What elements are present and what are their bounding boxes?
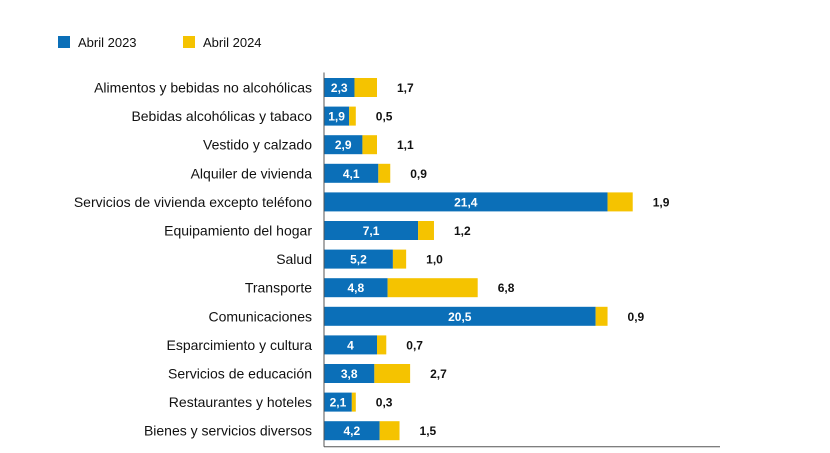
- category-label: Equipamiento del hogar: [164, 223, 312, 239]
- category-label: Esparcimiento y cultura: [166, 337, 312, 353]
- data-label-abril-2024: 1,1: [397, 138, 414, 152]
- data-label-abril-2024: 2,7: [430, 367, 447, 381]
- bar-segment-abril-2024: [392, 249, 407, 269]
- bar-segment-abril-2024: [349, 106, 356, 126]
- bar-segment-abril-2023: [324, 106, 350, 126]
- bar-segment-abril-2023: [324, 392, 352, 412]
- bar-segment-abril-2024: [379, 421, 400, 441]
- bar-segment-abril-2024: [607, 192, 633, 212]
- bar-segment-abril-2023: [324, 192, 608, 212]
- data-label-abril-2024: 1,0: [426, 253, 443, 267]
- bar-segment-abril-2024: [377, 335, 387, 355]
- data-label-abril-2024: 0,3: [376, 396, 393, 410]
- bar-segment-abril-2024: [351, 392, 356, 412]
- legend-swatch-2: [183, 36, 195, 48]
- bar-segment-abril-2024: [387, 278, 478, 298]
- data-label-abril-2023: 2,1: [330, 396, 347, 410]
- category-label: Vestido y calzado: [203, 137, 312, 153]
- data-label-abril-2023: 4,8: [347, 281, 364, 295]
- category-label: Comunicaciones: [209, 308, 313, 324]
- bar-segment-abril-2024: [595, 306, 608, 326]
- bar-segment-abril-2024: [374, 364, 411, 383]
- category-label: Transporte: [245, 280, 312, 296]
- bar-segment-abril-2023: [324, 306, 596, 326]
- data-label-abril-2023: 4: [347, 338, 354, 352]
- data-label-abril-2023: 2,3: [331, 81, 348, 95]
- bar-segment-abril-2024: [378, 163, 391, 183]
- data-label-abril-2024: 1,9: [653, 195, 670, 209]
- bar-segment-abril-2023: [324, 135, 363, 155]
- bar-segment-abril-2023: [324, 249, 393, 269]
- bar-segment-abril-2024: [418, 221, 434, 240]
- category-label: Bienes y servicios diversos: [144, 423, 312, 439]
- bar-segment-abril-2023: [324, 163, 379, 183]
- data-label-abril-2024: 1,2: [454, 224, 471, 238]
- data-label-abril-2024: 1,5: [420, 424, 437, 438]
- data-label-abril-2023: 21,4: [454, 195, 478, 209]
- data-label-abril-2024: 6,8: [498, 281, 515, 295]
- data-label-abril-2024: 0,7: [406, 338, 423, 352]
- data-label-abril-2023: 3,8: [341, 367, 358, 381]
- category-label: Alimentos y bebidas no alcohólicas: [94, 80, 312, 96]
- data-label-abril-2023: 5,2: [350, 253, 367, 267]
- data-label-abril-2024: 0,5: [376, 110, 393, 124]
- data-label-abril-2023: 1,9: [328, 110, 345, 124]
- bar-segment-abril-2023: [324, 221, 419, 240]
- bar-segment-abril-2023: [324, 335, 377, 355]
- data-label-abril-2023: 7,1: [363, 224, 380, 238]
- data-label-abril-2024: 1,7: [397, 81, 414, 95]
- bar-segment-abril-2023: [324, 278, 388, 298]
- bar-segment-abril-2023: [324, 364, 375, 383]
- data-label-abril-2023: 20,5: [448, 310, 472, 324]
- bar-segment-abril-2024: [354, 78, 377, 97]
- data-label-abril-2024: 0,9: [410, 167, 427, 181]
- category-label: Restaurantes y hoteles: [169, 394, 312, 410]
- legend-label-1: Abril 2023: [78, 35, 137, 50]
- legend-swatch-1: [58, 36, 70, 48]
- data-label-abril-2023: 4,1: [343, 167, 360, 181]
- bar-segment-abril-2024: [362, 135, 377, 155]
- data-label-abril-2023: 4,2: [343, 424, 360, 438]
- bar-segment-abril-2023: [324, 78, 355, 97]
- category-label: Servicios de educación: [168, 366, 312, 382]
- category-label: Servicios de vivienda excepto teléfono: [74, 194, 312, 210]
- bar-segment-abril-2023: [324, 421, 380, 441]
- category-label: Alquiler de vivienda: [191, 165, 313, 181]
- data-label-abril-2023: 2,9: [335, 138, 352, 152]
- category-label: Bebidas alcohólicas y tabaco: [131, 108, 312, 124]
- data-label-abril-2024: 0,9: [628, 310, 645, 324]
- category-label: Salud: [276, 251, 312, 267]
- legend-label-2: Abril 2024: [203, 35, 262, 50]
